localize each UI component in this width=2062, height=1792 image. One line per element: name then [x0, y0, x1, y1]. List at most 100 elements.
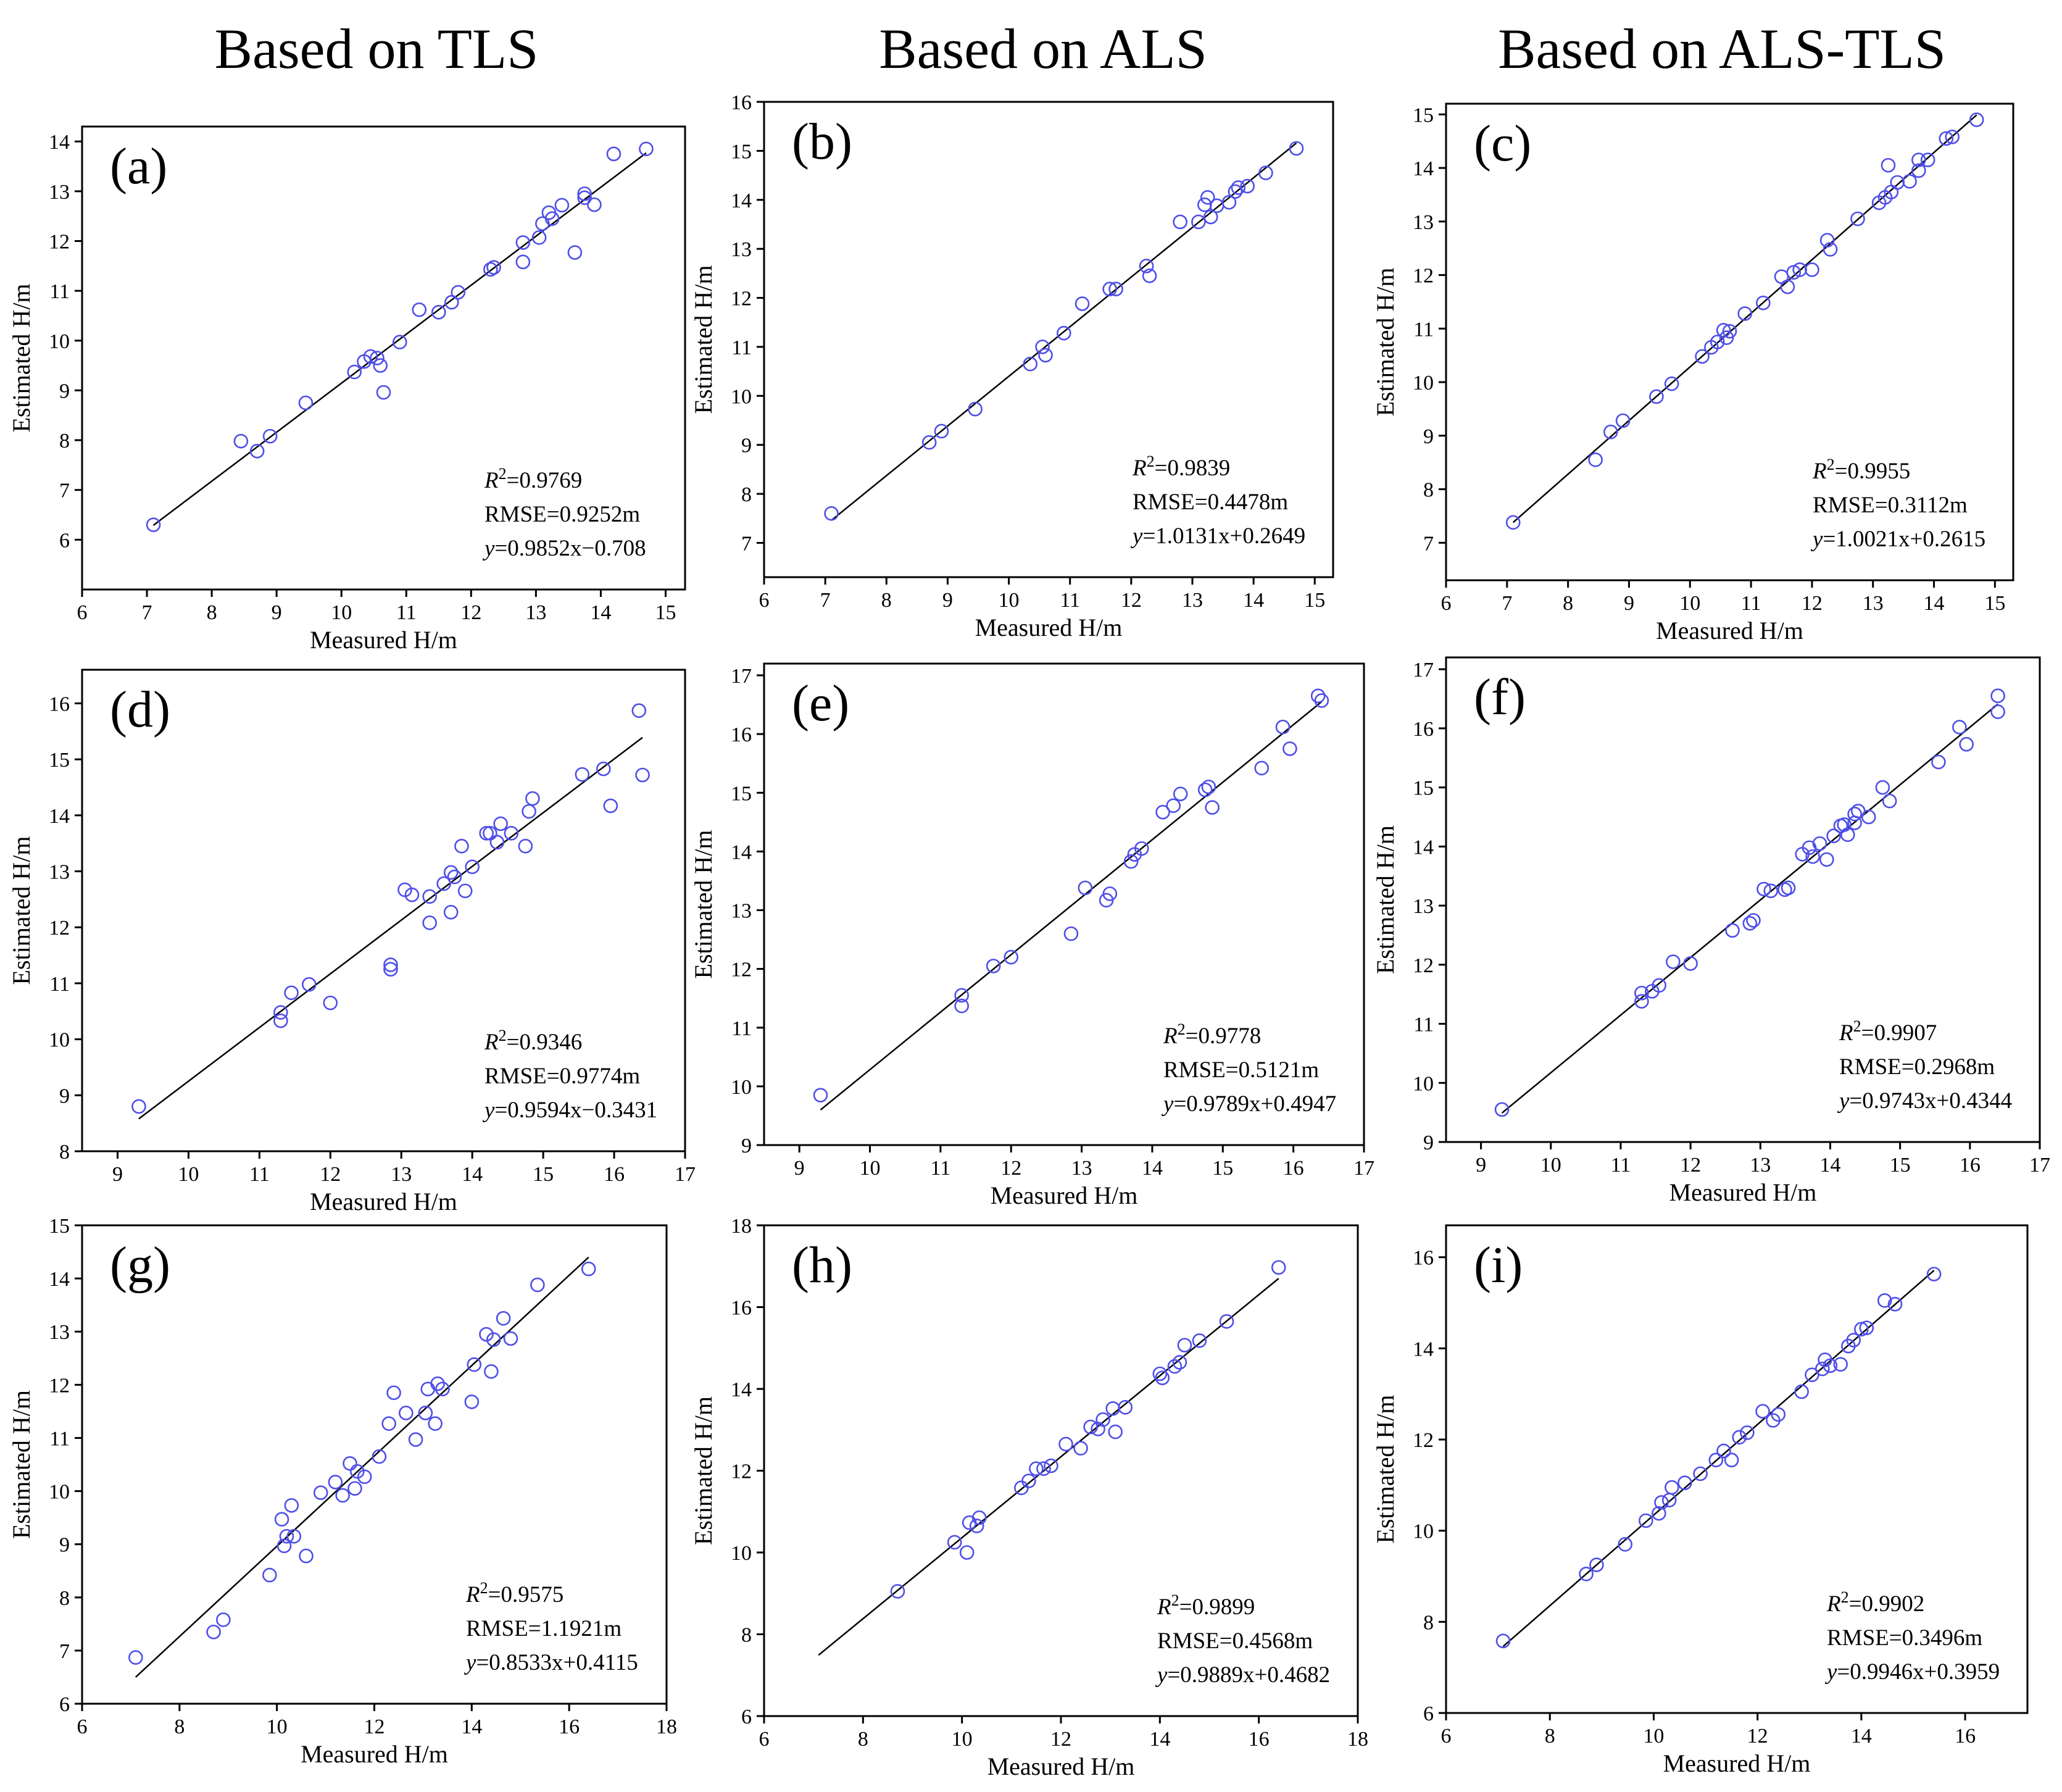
- y-tick-label: 18: [731, 1215, 752, 1238]
- x-tick-label: 13: [1750, 1154, 1771, 1177]
- x-axis-label: Measured H/m: [975, 614, 1123, 641]
- x-tick-label: 11: [931, 1157, 951, 1180]
- data-point: [813, 1088, 828, 1102]
- y-tick-label: 14: [731, 190, 752, 212]
- data-point: [1805, 849, 1820, 864]
- data-point: [444, 294, 459, 310]
- data-point: [1920, 152, 1935, 167]
- data-point: [1192, 1333, 1207, 1348]
- data-point: [1683, 956, 1698, 971]
- r-squared-value: =0.9575: [488, 1582, 564, 1607]
- chart-panel-h: 6 8 10 12 14 16 18 6 8 10 12 14 16 18 Measured H/m Esti…: [689, 1215, 1368, 1780]
- data-point: [1859, 1320, 1874, 1335]
- data-point: [567, 245, 583, 260]
- y-tick-label: 17: [731, 665, 752, 688]
- r-squared-symbol: R: [484, 1030, 499, 1055]
- data-point: [504, 826, 519, 841]
- chart-panel-e: 9 10 11 12 13 14 15 16 17 9 10 11 12 13 14 15 16 17 Measur…: [689, 662, 1374, 1209]
- y-tick-label: 12: [49, 1374, 70, 1397]
- y-tick-label: 14: [49, 131, 70, 154]
- fit-line: [1512, 114, 1977, 523]
- data-point: [357, 1469, 372, 1485]
- data-point: [1877, 1293, 1892, 1308]
- data-point: [1742, 915, 1758, 931]
- y-tick-label: 13: [1413, 211, 1434, 234]
- y-tick-label: 7: [59, 1640, 70, 1663]
- y-axis-label: Estimated H/m: [1371, 1394, 1399, 1543]
- y-tick-label: 15: [49, 749, 70, 772]
- equation-y-symbol: y: [482, 1098, 495, 1123]
- y-tick-label: 13: [731, 238, 752, 261]
- data-point: [298, 395, 314, 410]
- x-tick-label: 15: [1984, 592, 2005, 615]
- y-tick-label: 8: [1423, 1611, 1434, 1634]
- data-point: [131, 1099, 146, 1114]
- y-tick-label: 16: [49, 693, 70, 715]
- y-axis-label: Estimated H/m: [1371, 825, 1399, 974]
- x-axis-label: Measured H/m: [301, 1740, 448, 1768]
- data-point: [1661, 1493, 1677, 1508]
- data-point: [1819, 852, 1834, 867]
- r-squared-symbol: R: [1826, 1591, 1841, 1617]
- y-tick-label: 15: [731, 140, 752, 163]
- equation-body: =0.9889x+0.4682: [1167, 1662, 1330, 1688]
- data-point: [596, 761, 611, 777]
- data-point: [1722, 323, 1737, 339]
- data-point: [1209, 198, 1224, 214]
- data-point: [381, 1416, 396, 1431]
- fit-line: [152, 152, 647, 526]
- data-point: [373, 358, 388, 373]
- plot-frame: [1445, 656, 2041, 1143]
- data-point: [1945, 129, 1960, 144]
- y-tick-label: 7: [741, 532, 752, 555]
- r-squared-label: R2=0.9902: [1826, 1588, 1924, 1617]
- equation-y-symbol: y: [1130, 523, 1143, 549]
- data-point: [1102, 886, 1118, 901]
- column-title-als: Based on ALS: [879, 17, 1207, 80]
- x-tick-label: 10: [178, 1163, 199, 1186]
- data-point: [1746, 913, 1761, 928]
- data-point: [544, 211, 560, 226]
- data-point: [273, 1005, 288, 1020]
- data-point: [1004, 949, 1019, 965]
- data-point: [581, 1261, 596, 1277]
- data-point: [347, 1481, 362, 1496]
- x-tick-label: 11: [249, 1163, 270, 1186]
- x-tick-label: 9: [112, 1163, 123, 1186]
- plot-frame: [81, 125, 686, 591]
- chart-panel-c: 6 7 8 9 10 11 12 13 14 15 7 8 9 10 11 12 13 14 15 Measured …: [1371, 102, 2014, 644]
- y-tick-label: 13: [49, 181, 70, 204]
- panel-label: (e): [792, 675, 849, 732]
- r-squared-value: =0.9769: [507, 468, 583, 493]
- r-squared-value: =0.9902: [1849, 1591, 1925, 1617]
- y-tick-label: 6: [1423, 1702, 1434, 1725]
- data-point: [890, 1584, 905, 1599]
- data-point: [1649, 389, 1664, 404]
- data-point: [1890, 175, 1905, 190]
- data-point: [1073, 1441, 1088, 1456]
- r-squared-label: R2=0.9346: [484, 1027, 582, 1055]
- data-point: [1716, 323, 1731, 338]
- data-point: [1840, 827, 1855, 842]
- data-point: [1652, 1506, 1666, 1521]
- chart-panel-d: 9 10 11 12 13 14 15 16 17 8 9 10 11 12 13 14 15 16 Measure…: [7, 669, 696, 1215]
- data-point: [1105, 1401, 1120, 1416]
- data-point: [435, 1382, 450, 1397]
- y-tick-label: 8: [59, 1141, 70, 1164]
- y-tick-label: 10: [49, 1481, 70, 1504]
- data-point: [1314, 693, 1329, 708]
- x-tick-label: 17: [675, 1163, 696, 1186]
- x-tick-label: 10: [952, 1728, 973, 1751]
- y-tick-label: 11: [49, 973, 70, 996]
- x-axis-label: Measured H/m: [1656, 617, 1803, 644]
- data-point: [1044, 1458, 1058, 1473]
- data-point: [1589, 1557, 1604, 1572]
- x-tick-label: 10: [860, 1157, 881, 1180]
- fit-line: [831, 142, 1297, 521]
- x-tick-label: 9: [1624, 592, 1634, 615]
- data-point: [1654, 1495, 1669, 1510]
- data-point: [1283, 741, 1297, 756]
- y-tick-label: 12: [49, 230, 70, 253]
- y-axis-label: Estimated H/m: [7, 836, 35, 985]
